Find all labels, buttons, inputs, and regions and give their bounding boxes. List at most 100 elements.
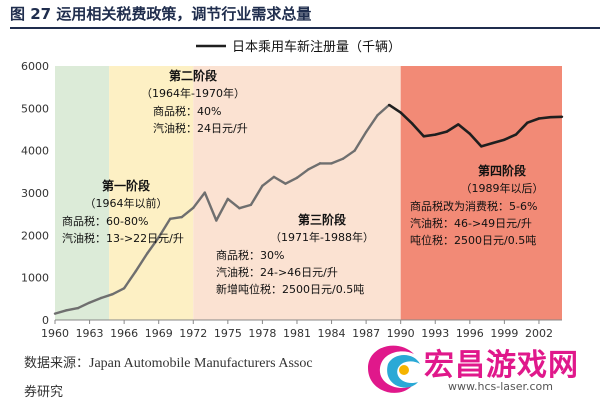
data-point [76,306,80,310]
data-point [88,301,91,304]
source-label: 数据来源： [24,356,90,371]
stage-period: （1964年以前） [85,196,168,210]
x-tick-label: 1969 [145,327,173,340]
data-point [99,296,103,300]
data-point [387,103,391,107]
data-point [376,113,379,117]
data-point [284,182,287,185]
source-text: Japan Automobile Manufacturers Assoc [89,356,313,371]
y-tick-label: 4000 [21,145,49,158]
data-point [364,130,368,134]
y-tick-label: 0 [42,314,49,327]
data-point [468,132,472,135]
x-tick-label: 1987 [352,327,380,340]
stage-annotation-1: 第一阶段 （1964年以前） 商品税：60-80% 汽油税：13->22日元/升 [62,178,184,245]
watermark-logo-icon [368,345,420,393]
x-tick-label: 2002 [525,327,553,340]
stage-detail: 吨位税：2500日元/0.5吨 [410,233,536,247]
stage-period: （1964年-1970年） [141,86,245,100]
data-point [226,197,230,201]
data-point [514,133,518,136]
data-point [157,236,160,239]
x-tick-label: 1984 [318,327,346,340]
stage-detail: 商品税改为消费税：5-6% [410,199,537,213]
data-point [526,121,529,124]
watermark-url: www.hcs-laser.com [448,380,553,393]
stage-annotation-2: 第二阶段 （1964年-1970年） 商品税：40% 汽油税：24日元/升 [141,68,248,135]
stage-detail: 商品税：40% [153,104,221,118]
stage-band-3 [193,66,401,320]
data-point [272,175,276,179]
y-tick-label: 5000 [21,102,49,115]
data-point [549,116,552,119]
legend-label: 日本乘用车新注册量（千辆） [232,39,401,55]
figure-title: 图 27 运用相关税费政策，调节行业需求总量 [10,5,312,23]
x-tick-label: 1972 [179,327,207,340]
stage-detail: 商品税：60-80% [62,214,148,228]
stage-detail: 汽油税：24->46日元/升 [216,265,338,279]
data-point [503,138,506,141]
data-point [411,122,414,125]
x-tick-label: 1999 [490,327,518,340]
x-tick-label: 1990 [387,327,415,340]
data-point [307,168,310,171]
y-tick-label: 1000 [21,272,49,285]
stage-band-1 [55,66,110,320]
title-divider [10,27,600,29]
stage-detail: 汽油税：24日元/升 [153,121,248,135]
series-line-stage-4 [388,103,563,148]
source-note: 数据来源：Japan Automobile Manufacturers Asso… [24,352,313,372]
source-continuation: 券研究 [24,385,64,400]
stage-detail: 商品税：30% [216,248,284,262]
data-point [445,130,448,133]
data-point [192,206,195,210]
data-point [480,145,483,148]
data-point [560,115,564,119]
y-tick-label: 2000 [21,229,49,242]
data-point [330,162,333,165]
y-tick-label: 3000 [21,187,49,200]
data-point [491,141,495,145]
stage-name: 第三阶段 [298,212,347,227]
data-point [341,157,345,160]
x-tick-label: 1963 [76,327,104,340]
data-point [65,309,68,312]
stage-name: 第四阶段 [478,163,527,178]
x-tick-label: 1993 [421,327,449,340]
series-line-stages-1-3 [54,103,390,315]
data-point [203,191,206,194]
data-point [353,149,356,152]
data-point [295,176,299,179]
x-tick-label: 1996 [456,327,484,340]
data-point [238,207,241,210]
data-point [111,292,114,296]
y-tick-label: 6000 [21,60,49,73]
data-point [457,123,460,126]
data-point [53,312,57,315]
data-point [318,162,322,165]
data-point [434,133,437,136]
stage-name: 第一阶段 [102,178,151,193]
data-point [169,217,172,221]
data-point [537,117,541,120]
stage-period: （1971年-1988年） [270,230,374,244]
x-tick-label: 1960 [41,327,69,340]
stage-period: （1989年以后） [461,181,544,195]
data-point [180,215,183,219]
data-point [261,184,264,188]
stage-annotation-4: 第四阶段 （1989年以后） 商品税改为消费税：5-6% 汽油税：46->49日元/升… [410,163,544,247]
x-tick-label: 1975 [214,327,242,340]
stage-annotation-3: 第三阶段 （1971年-1988年） 商品税：30% 汽油税：24->46日元/升新增… [216,212,374,296]
x-tick-label: 1981 [283,327,311,340]
data-point [134,270,137,273]
data-point [399,111,402,114]
data-point [215,219,218,222]
data-point [122,287,126,290]
stage-detail: 新增吨位税：2500日元/0.5吨 [216,282,364,296]
stage-band-2 [109,66,194,320]
x-tick-label: 1966 [110,327,138,340]
stage-name: 第二阶段 [169,68,218,83]
watermark-title: 宏昌游戏网 [424,348,579,383]
watermark-background [372,340,607,402]
